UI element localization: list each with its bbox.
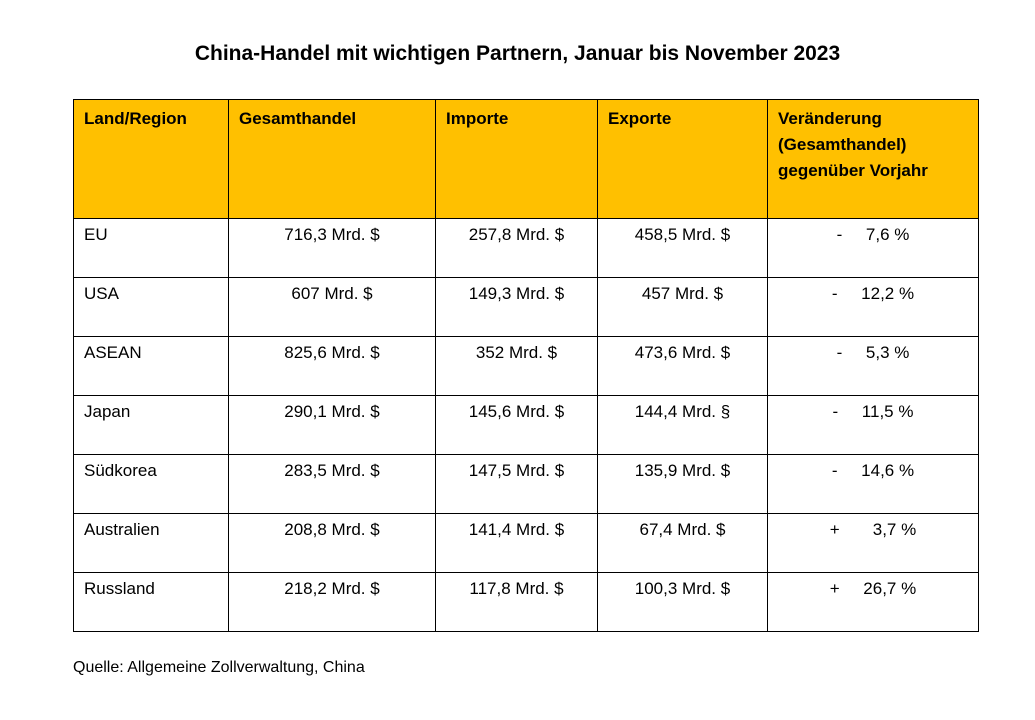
- table-cell: 283,5 Mrd. $: [228, 454, 436, 514]
- table-cell: 825,6 Mrd. $: [228, 336, 436, 396]
- table-cell: ASEAN: [73, 336, 229, 396]
- table-row: Südkorea 283,5 Mrd. $147,5 Mrd. $135,9 Mr…: [73, 454, 979, 514]
- header-row: Land/Region Gesamthandel Importe Exporte Ver…: [73, 99, 979, 219]
- table-cell: - 12,2 %: [767, 277, 979, 337]
- table-cell: 208,8 Mrd. $: [228, 513, 436, 573]
- table-cell: 147,5 Mrd. $: [435, 454, 598, 514]
- table-cell: Australien: [73, 513, 229, 573]
- table-cell: 67,4 Mrd. $: [597, 513, 768, 573]
- table-cell: 290,1 Mrd. $: [228, 395, 436, 455]
- table-cell: 716,3 Mrd. $: [228, 218, 436, 278]
- header-cell: Exporte: [597, 99, 768, 219]
- table-cell: 457 Mrd. $: [597, 277, 768, 337]
- header-cell: Gesamthandel: [228, 99, 436, 219]
- table-cell: 458,5 Mrd. $: [597, 218, 768, 278]
- table-cell: Japan: [73, 395, 229, 455]
- table-cell: USA: [73, 277, 229, 337]
- trade-table: Land/Region Gesamthandel Importe Exporte Ver…: [73, 99, 979, 632]
- table-cell: + 26,7 %: [767, 572, 979, 632]
- table-cell: 135,9 Mrd. $: [597, 454, 768, 514]
- table-cell: 257,8 Mrd. $: [435, 218, 598, 278]
- table-cell: 149,3 Mrd. $: [435, 277, 598, 337]
- source-note: Quelle: Allgemeine Zollverwaltung, China: [73, 659, 365, 676]
- table-cell: 473,6 Mrd. $: [597, 336, 768, 396]
- table-cell: Russland: [73, 572, 229, 632]
- table-cell: 145,6 Mrd. $: [435, 395, 598, 455]
- table-cell: - 14,6 %: [767, 454, 979, 514]
- table-row: Japan 290,1 Mrd. $145,6 Mrd. $144,4 Mrd. …: [73, 395, 979, 455]
- table-cell: 141,4 Mrd. $: [435, 513, 598, 573]
- table-row: Russland 218,2 Mrd. $117,8 Mrd. $100,3 Mr…: [73, 572, 979, 632]
- table-cell: 100,3 Mrd. $: [597, 572, 768, 632]
- table-row: Australien 208,8 Mrd. $141,4 Mrd. $67,4 M…: [73, 513, 979, 573]
- table-cell: - 5,3 %: [767, 336, 979, 396]
- table-cell: 144,4 Mrd. §: [597, 395, 768, 455]
- table-cell: + 3,7 %: [767, 513, 979, 573]
- table-body: EU 716,3 Mrd. $257,8 Mrd. $458,5 Mrd. $ - …: [73, 218, 979, 632]
- title: China-Handel mit wichtigen Partnern, Jan…: [194, 42, 841, 65]
- table-cell: 117,8 Mrd. $: [435, 572, 598, 632]
- table-row: USA 607 Mrd. $149,3 Mrd. $457 Mrd. $ - 12,…: [73, 277, 979, 337]
- table-cell: Südkorea: [73, 454, 229, 514]
- header-cell: Land/Region: [73, 99, 229, 219]
- table-cell: 607 Mrd. $: [228, 277, 436, 337]
- header-cell: Importe: [435, 99, 598, 219]
- table-cell: 352 Mrd. $: [435, 336, 598, 396]
- table-row: ASEAN 825,6 Mrd. $352 Mrd. $473,6 Mrd. $ -…: [73, 336, 979, 396]
- table-cell: EU: [73, 218, 229, 278]
- table-cell: - 11,5 %: [767, 395, 979, 455]
- table-cell: 218,2 Mrd. $: [228, 572, 436, 632]
- header-cell: Veränderung (Gesamthandel) gegenüber Vor…: [767, 99, 979, 219]
- table-row: EU 716,3 Mrd. $257,8 Mrd. $458,5 Mrd. $ - …: [73, 218, 979, 278]
- table-cell: - 7,6 %: [767, 218, 979, 278]
